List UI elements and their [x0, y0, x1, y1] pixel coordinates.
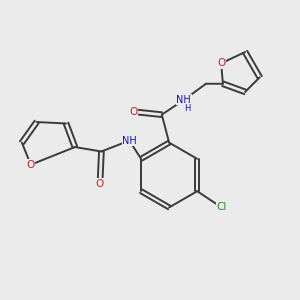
Text: Cl: Cl [216, 202, 227, 212]
Text: NH: NH [122, 136, 137, 146]
Text: H: H [184, 104, 190, 113]
Text: NH: NH [176, 95, 191, 105]
Text: O: O [27, 160, 35, 170]
Text: O: O [217, 58, 225, 68]
Text: O: O [130, 107, 138, 117]
Text: O: O [96, 179, 104, 189]
